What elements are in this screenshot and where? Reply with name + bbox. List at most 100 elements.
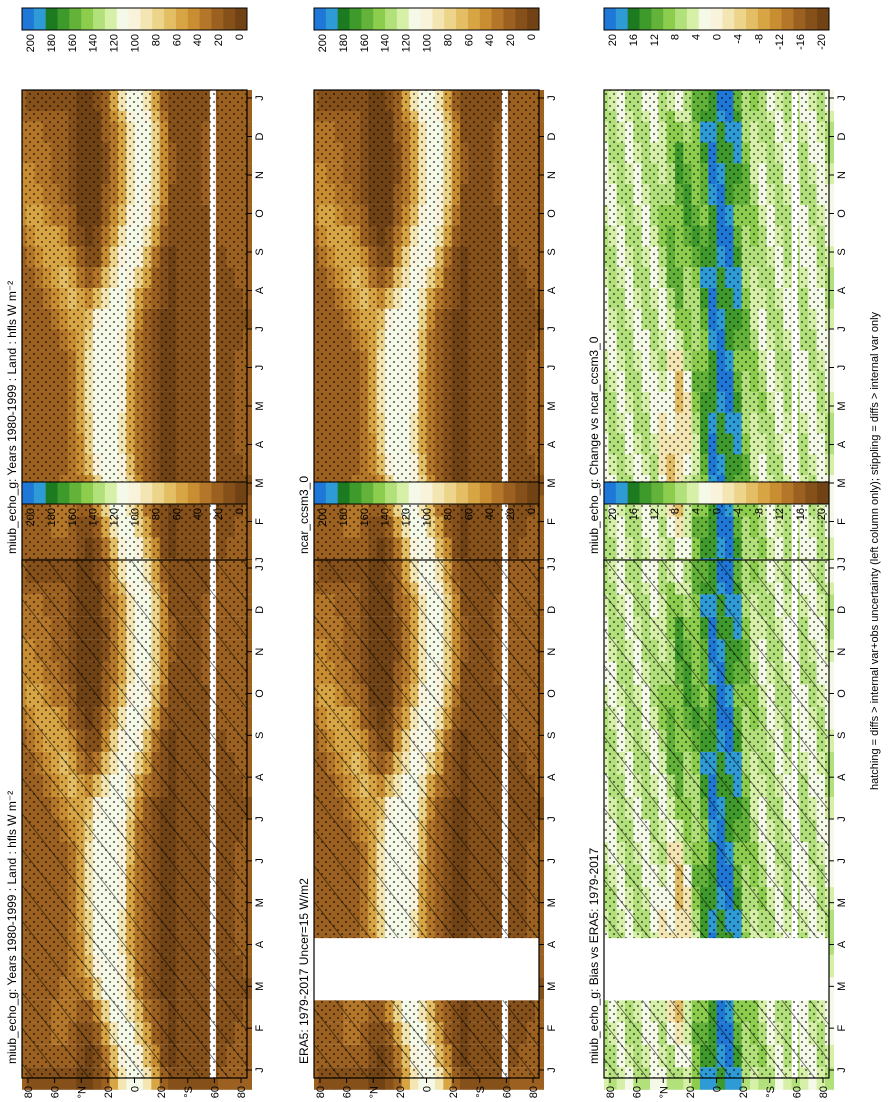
colorbar-swatch xyxy=(164,482,177,504)
colorbar-label: 100 xyxy=(422,508,434,526)
colorbar-label: 4 xyxy=(691,34,703,40)
month-tick-label: J xyxy=(836,557,848,563)
colorbar-label: 160 xyxy=(359,34,371,52)
colorbar-label: 20 xyxy=(607,508,619,520)
heatmap-panel: miub_echo_g: Years 1980-1999 : Land : hf… xyxy=(5,559,266,1098)
month-tick-label: A xyxy=(836,940,848,948)
month-tick-label: J xyxy=(254,565,266,571)
colorbar-frame xyxy=(603,481,830,505)
month-tick-label: O xyxy=(836,689,848,698)
month-tick-label: O xyxy=(546,209,558,218)
heatmap-panel: ERA5: 1979-2017 Uncer=15 W/m2 80 60 °N 20 0 20… xyxy=(297,559,558,1098)
colorbar: 20 16 12 8 4 0 -4 -8 -12 -16 -20 xyxy=(603,7,830,50)
colorbar-swatch xyxy=(769,482,783,504)
colorbar-label: 16 xyxy=(628,508,640,520)
colorbar-label: 40 xyxy=(484,34,496,46)
colorbar-label: 140 xyxy=(88,508,100,526)
colorbar-label: 80 xyxy=(150,34,162,46)
colorbar-swatch xyxy=(527,482,540,504)
month-tick-label: M xyxy=(836,401,848,410)
colorbar-swatch xyxy=(325,8,339,30)
month-tick-label: D xyxy=(836,132,848,140)
colorbar-swatch xyxy=(527,8,540,30)
colorbar-swatch xyxy=(515,482,528,504)
lat-tick-label: 60 xyxy=(791,1086,803,1098)
month-tick-label: M xyxy=(254,401,266,410)
colorbar-swatch xyxy=(675,8,688,30)
colorbar-swatch xyxy=(722,8,735,30)
lat-tick-label: 20 xyxy=(156,1086,168,1098)
month-tick-label: J xyxy=(836,95,848,101)
month-tick-label: F xyxy=(836,518,848,525)
month-tick-label: A xyxy=(254,773,266,781)
colorbar-swatch xyxy=(651,482,664,504)
missing-data-gap xyxy=(314,938,539,1001)
colorbar-label: 80 xyxy=(150,508,162,520)
colorbar-label: 8 xyxy=(670,508,682,514)
colorbar-swatch xyxy=(33,8,47,30)
month-tick-label: J xyxy=(254,816,266,822)
colorbar-swatch xyxy=(734,8,747,30)
lat-tick-label: °N xyxy=(76,1086,88,1098)
colorbar-label: 60 xyxy=(463,34,475,46)
lat-tick-label: °N xyxy=(658,1086,670,1098)
colorbar-swatch xyxy=(627,8,641,30)
colorbar-swatch xyxy=(373,482,386,504)
colorbar-swatch xyxy=(615,482,629,504)
colorbar-swatch xyxy=(503,482,516,504)
month-tick-label: N xyxy=(254,171,266,179)
colorbar-swatch xyxy=(420,8,433,30)
month-tick-label: A xyxy=(546,773,558,781)
month-tick-label: O xyxy=(836,209,848,218)
panel-title: ncar_ccsm3_0 xyxy=(297,476,311,554)
colorbar-label: -20 xyxy=(816,508,828,524)
colorbar-swatch xyxy=(396,482,410,504)
month-tick-label: A xyxy=(546,286,558,294)
colorbar-label: 40 xyxy=(192,34,204,46)
colorbar-swatch xyxy=(187,482,201,504)
missing-data-gap xyxy=(604,938,829,1001)
colorbar-swatch xyxy=(199,482,212,504)
colorbar-swatch xyxy=(314,482,327,504)
lat-tick-label: 80 xyxy=(236,1086,248,1098)
month-tick-label: J xyxy=(836,816,848,822)
colorbar-swatch xyxy=(604,482,617,504)
month-tick-label: O xyxy=(254,689,266,698)
colorbar-swatch xyxy=(223,482,236,504)
colorbar-swatch xyxy=(211,8,224,30)
month-tick-label: M xyxy=(254,982,266,991)
colorbar-label: 180 xyxy=(46,508,58,526)
month-tick-label: A xyxy=(546,940,558,948)
heatmap-panel: miub_echo_g: Bias vs ERA5: 1979-2017 80 60… xyxy=(587,559,848,1098)
month-tick-label: J xyxy=(546,1067,558,1073)
month-tick-label: F xyxy=(254,518,266,525)
colorbar-label: 120 xyxy=(109,34,121,52)
month-tick-label: F xyxy=(254,1025,266,1032)
colorbar-swatch xyxy=(698,482,712,504)
month-tick-label: N xyxy=(254,648,266,656)
colorbar-swatch xyxy=(152,482,165,504)
colorbar-swatch xyxy=(396,8,410,30)
colorbar-swatch xyxy=(81,8,94,30)
month-tick-label: M xyxy=(254,478,266,487)
colorbar-swatch xyxy=(781,482,794,504)
month-tick-label: F xyxy=(836,1025,848,1032)
month-tick-label: S xyxy=(836,248,848,255)
month-tick-label: A xyxy=(254,440,266,448)
colorbar-label: 200 xyxy=(317,34,329,52)
month-tick-label: A xyxy=(836,440,848,448)
month-tick-label: A xyxy=(254,286,266,294)
colorbar-swatch xyxy=(757,8,771,30)
colorbar-swatch xyxy=(223,8,236,30)
panel-title: miub_echo_g: Change vs ncar_ccsm3_0 xyxy=(587,336,601,554)
colorbar-label: -8 xyxy=(753,508,765,518)
panel-title: miub_echo_g: Years 1980-1999 : Land : hf… xyxy=(5,281,19,554)
lat-tick-label: 0 xyxy=(130,1086,142,1092)
colorbar-swatch xyxy=(420,482,433,504)
colorbar-label: 160 xyxy=(67,508,79,526)
colorbar-label: 20 xyxy=(607,34,619,46)
colorbar-label: 60 xyxy=(171,508,183,520)
colorbar-label: 100 xyxy=(130,508,142,526)
colorbar-swatch xyxy=(45,482,59,504)
colorbar: 200 180 160 140 120 100 80 60 40 20 0 xyxy=(313,7,540,52)
